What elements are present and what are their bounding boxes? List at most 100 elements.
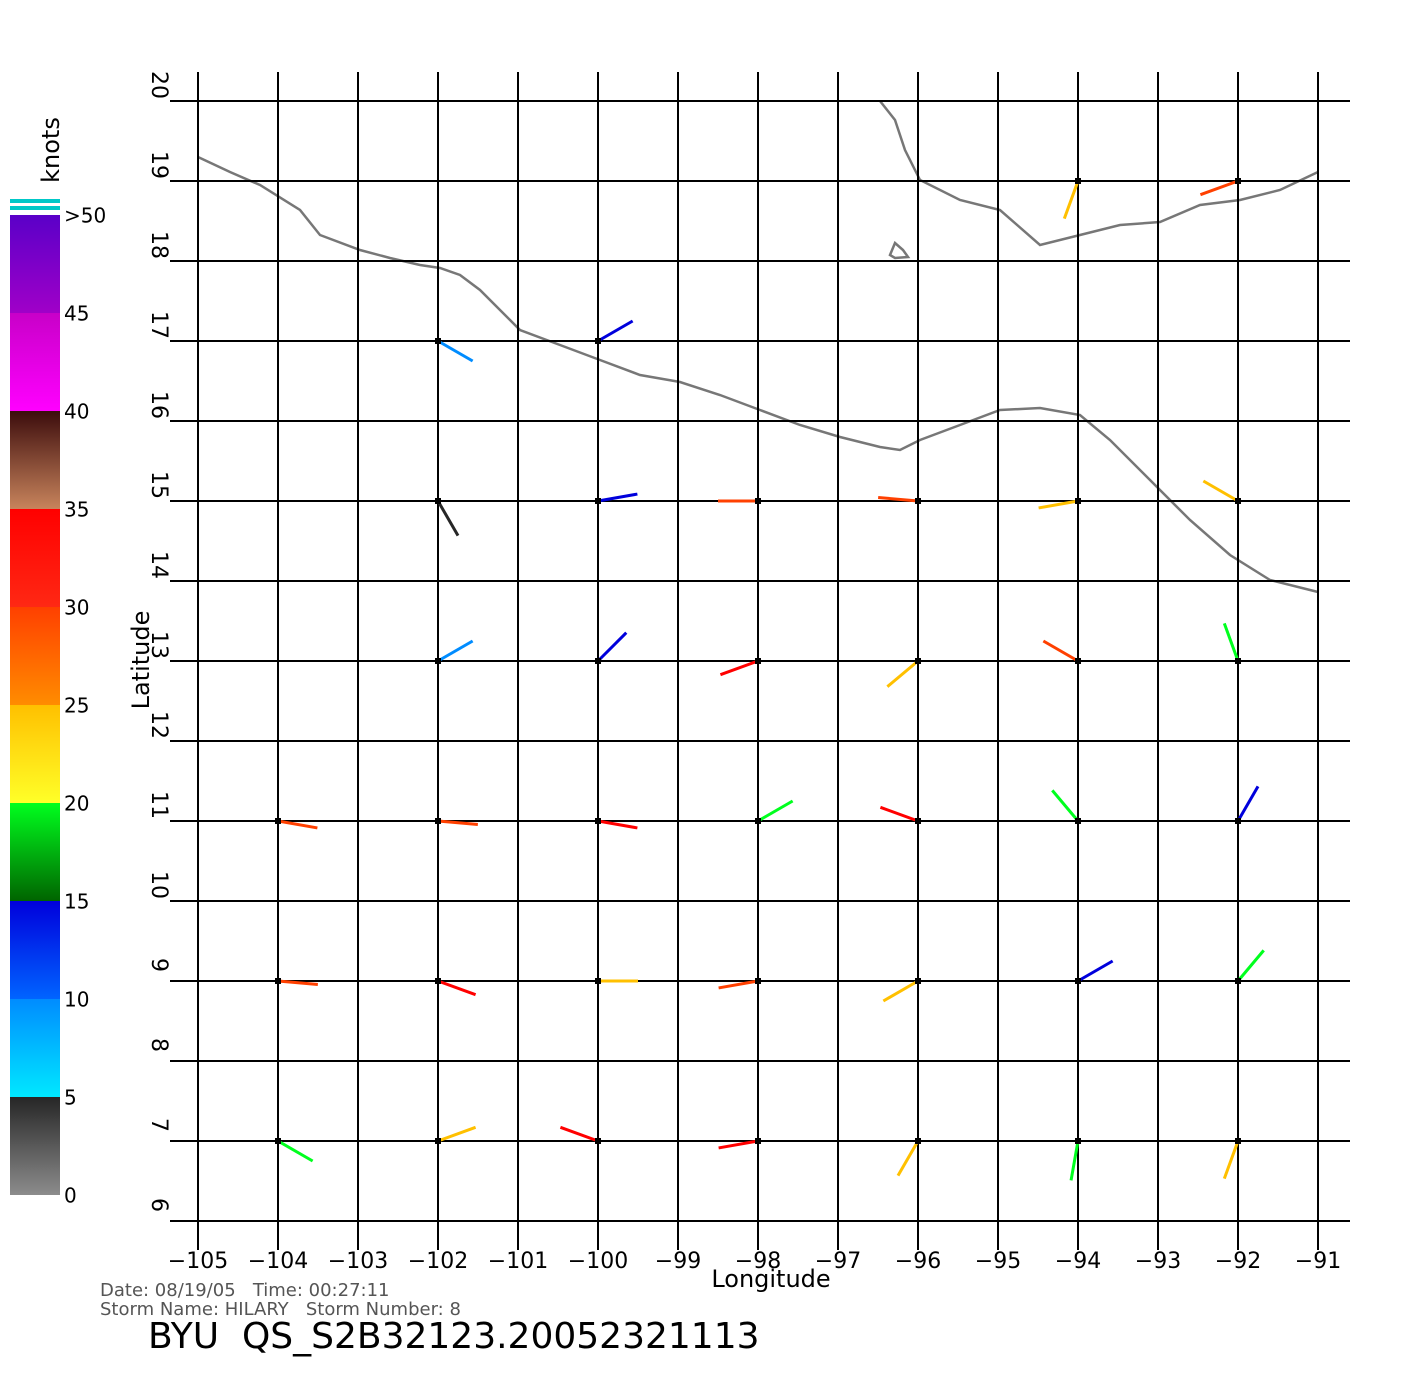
colorbar-segment: [10, 411, 60, 509]
wind-vector-base: [915, 498, 921, 504]
colorbar-tick-label: 25: [64, 694, 89, 718]
wind-vector: [1222, 1140, 1240, 1180]
y-tick-label: 10: [146, 871, 171, 899]
colorbar-segment: [10, 901, 60, 999]
wind-vector-base: [1235, 498, 1241, 504]
x-tick-label: −104: [248, 1249, 308, 1274]
wind-vector: [1042, 639, 1079, 663]
y-tick-label: 14: [146, 551, 171, 579]
wind-vector: [1077, 959, 1114, 983]
y-tick-label: 19: [146, 151, 171, 179]
x-tick-label: −98: [735, 1249, 781, 1274]
wind-vector: [757, 799, 794, 823]
colorbar-cap: [10, 199, 60, 203]
wind-vector-base: [1235, 978, 1241, 984]
wind-vector: [436, 500, 460, 537]
gulf-coast: [879, 100, 1319, 247]
x-tick-label: −105: [168, 1249, 228, 1274]
wind-vector-base: [435, 1138, 441, 1144]
colorbar-segment: [10, 215, 60, 313]
colorbar-label: knots: [37, 117, 65, 183]
wind-vector-base: [435, 978, 441, 984]
colorbar-tick-label: 10: [64, 988, 89, 1012]
colorbar-segment: [10, 1097, 60, 1195]
wind-vector-base: [1235, 818, 1241, 824]
date-line: Date: 08/19/05 Time: 00:27:11: [100, 1280, 390, 1301]
y-tick-label: 11: [146, 791, 171, 819]
wind-vector-base: [915, 1138, 921, 1144]
x-tick-label: −92: [1215, 1249, 1261, 1274]
x-axis-label: Longitude: [711, 1265, 830, 1293]
x-tick-label: −95: [975, 1249, 1021, 1274]
pacific-coast: [197, 155, 1319, 594]
colorbar-tick-label: 35: [64, 498, 89, 522]
y-tick-label: 9: [146, 958, 171, 972]
wind-vector: [1236, 949, 1265, 982]
wind-vector-base: [1235, 178, 1241, 184]
x-tick-label: −101: [488, 1249, 548, 1274]
wind-vector-base: [275, 1138, 281, 1144]
wind-vector-base: [1235, 658, 1241, 664]
wind-vector: [559, 1125, 599, 1143]
wind-vector-base: [1075, 1138, 1081, 1144]
y-tick-label: 13: [146, 631, 171, 659]
wind-vector-base: [435, 658, 441, 664]
colorbar-segment: [10, 313, 60, 411]
colorbar-tick-label: 0: [64, 1184, 77, 1208]
wind-vector-base: [755, 818, 761, 824]
product-id: BYU QS_S2B32123.20052321113: [148, 1316, 760, 1357]
colorbar-tick-label: >50: [64, 204, 106, 228]
wind-vector: [1051, 789, 1080, 822]
wind-vector-base: [595, 498, 601, 504]
wind-vector: [597, 492, 638, 503]
wind-vector: [597, 319, 634, 343]
x-tick-label: −99: [655, 1249, 701, 1274]
wind-vector-base: [595, 338, 601, 344]
wind-vector-base: [1235, 1138, 1241, 1144]
wind-vector: [277, 1139, 314, 1163]
colorbar-segment: [10, 607, 60, 705]
wind-vector-base: [1075, 178, 1081, 184]
wind-vector: [886, 659, 919, 688]
y-tick-label: 18: [146, 231, 171, 259]
wind-vector: [718, 1139, 759, 1150]
wind-vector-base: [435, 818, 441, 824]
wind-vector-base: [755, 978, 761, 984]
wind-vector-base: [275, 818, 281, 824]
y-axis-label: Latitude: [127, 611, 155, 710]
wind-vector: [437, 819, 478, 826]
y-tick-label: 20: [146, 71, 171, 99]
wind-vector: [896, 1140, 920, 1177]
wind-vector-base: [1075, 658, 1081, 664]
wind-vector: [718, 979, 759, 990]
y-tick-label: 15: [146, 471, 171, 499]
x-tick-label: −103: [328, 1249, 388, 1274]
wind-vector-base: [755, 498, 761, 504]
colorbar-tick-label: 15: [64, 890, 89, 914]
colorbar-segment: [10, 509, 60, 607]
wind-vector-base: [275, 978, 281, 984]
wind-vector: [882, 979, 919, 1003]
wind-vector: [1038, 499, 1079, 510]
island: [888, 240, 911, 260]
x-tick-label: −96: [895, 1249, 941, 1274]
wind-vector-base: [1075, 498, 1081, 504]
wind-vector-base: [1075, 978, 1081, 984]
wind-vector: [437, 1125, 477, 1143]
wind-vector: [597, 819, 638, 830]
storm-line: Storm Name: HILARY Storm Number: 8: [100, 1299, 461, 1320]
wind-vector-base: [595, 978, 601, 984]
wind-vector-base: [755, 1138, 761, 1144]
y-tick-label: 12: [146, 711, 171, 739]
wind-vector: [719, 659, 759, 677]
wind-vector-base: [435, 338, 441, 344]
x-tick-label: −93: [1135, 1249, 1181, 1274]
colorbar-tick-label: 40: [64, 400, 89, 424]
wind-vector: [437, 339, 474, 363]
wind-vector-base: [435, 498, 441, 504]
y-tick-label: 17: [146, 311, 171, 339]
y-tick-label: 8: [146, 1038, 171, 1052]
wind-vector: [1062, 180, 1080, 220]
colorbar-tick-label: 30: [64, 596, 89, 620]
